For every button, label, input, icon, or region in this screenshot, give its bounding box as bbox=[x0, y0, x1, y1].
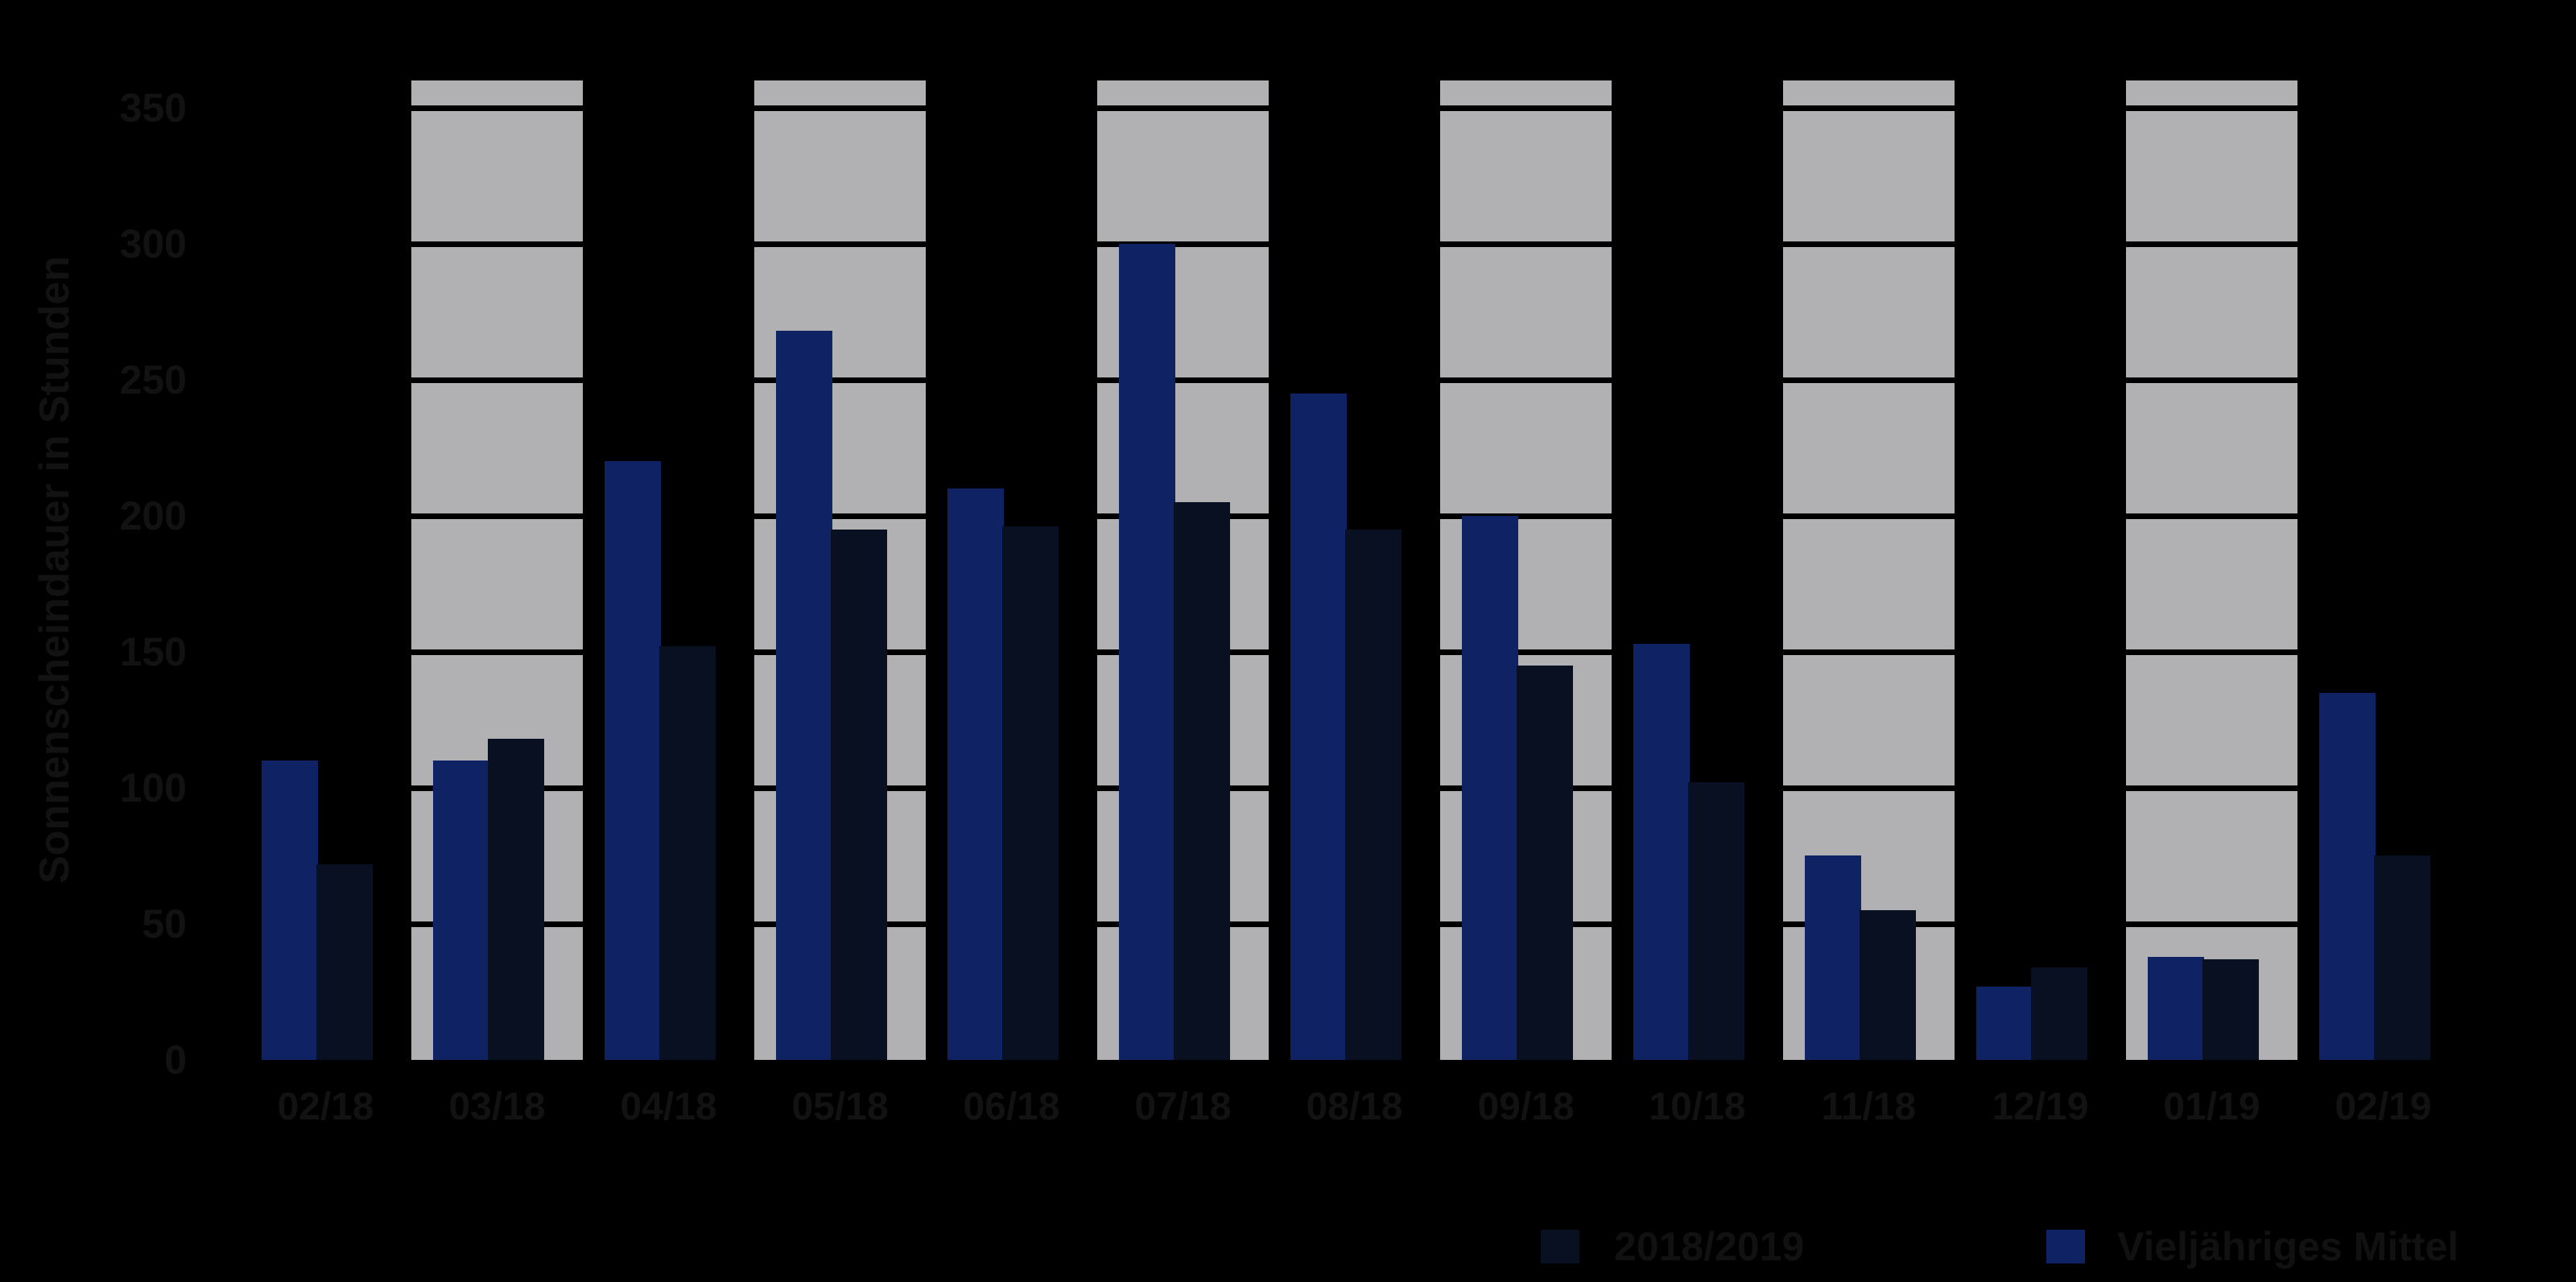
x-tick-label: 02/18 bbox=[277, 1086, 374, 1128]
gridline-segment bbox=[1783, 785, 1955, 791]
bar-left-04/18 bbox=[604, 461, 661, 1060]
gridline-segment bbox=[411, 241, 583, 247]
legend-label-1: 2018/2019 bbox=[1614, 1224, 1805, 1269]
gridline-segment bbox=[2126, 513, 2297, 519]
gridline-segment bbox=[411, 649, 583, 655]
gridline-segment bbox=[754, 377, 926, 383]
gridline-segment bbox=[1783, 105, 1955, 111]
x-tick-label: 08/18 bbox=[1306, 1086, 1403, 1128]
x-tick-label: 11/18 bbox=[1821, 1086, 1917, 1128]
y-tick-label: 100 bbox=[119, 765, 187, 810]
gridline-segment bbox=[1097, 241, 1269, 247]
bar-left-07/18 bbox=[1118, 244, 1175, 1060]
x-tick-label: 03/18 bbox=[448, 1086, 546, 1128]
y-tick-label: 200 bbox=[119, 493, 187, 538]
bar-right-12/19 bbox=[2030, 967, 2087, 1060]
x-tick-label: 07/18 bbox=[1134, 1086, 1232, 1128]
gridline-segment bbox=[1440, 513, 1612, 519]
x-tick-label: 12/19 bbox=[1992, 1086, 2089, 1128]
gridline-segment bbox=[411, 105, 583, 111]
gridline-segment bbox=[1097, 105, 1269, 111]
bar-right-06/18 bbox=[1001, 526, 1059, 1060]
bar-left-02/18 bbox=[261, 761, 318, 1060]
gridline-segment bbox=[1097, 377, 1269, 383]
y-tick-label: 300 bbox=[119, 221, 187, 266]
bar-right-08/18 bbox=[1344, 530, 1402, 1060]
legend-swatch-2 bbox=[2046, 1230, 2085, 1263]
gridline-segment bbox=[754, 513, 926, 519]
x-tick-label: 01/19 bbox=[2163, 1086, 2260, 1128]
gridline-segment bbox=[1440, 241, 1612, 247]
bar-left-11/18 bbox=[1804, 855, 1861, 1060]
bar-right-05/18 bbox=[830, 530, 887, 1060]
bar-right-02/18 bbox=[316, 864, 373, 1060]
legend-swatch-1 bbox=[1541, 1230, 1579, 1263]
gridline-segment bbox=[2126, 921, 2297, 927]
gridline-segment bbox=[1783, 649, 1955, 655]
x-tick-label: 02/19 bbox=[2334, 1086, 2432, 1128]
gray-stripe bbox=[2126, 80, 2297, 1060]
y-tick-label: 50 bbox=[142, 901, 187, 946]
bar-right-01/19 bbox=[2202, 959, 2259, 1060]
x-tick-label: 06/18 bbox=[963, 1086, 1060, 1128]
gridline-segment bbox=[1440, 649, 1612, 655]
bar-right-03/18 bbox=[487, 739, 544, 1060]
legend: 2018/2019 Vieljähriges Mittel bbox=[0, 1220, 2576, 1276]
bar-right-04/18 bbox=[658, 646, 716, 1060]
gridline-segment bbox=[411, 377, 583, 383]
bar-left-10/18 bbox=[1633, 644, 1690, 1060]
y-tick-label: 150 bbox=[119, 629, 187, 674]
y-tick-label: 0 bbox=[164, 1037, 187, 1082]
bar-right-11/18 bbox=[1859, 910, 1916, 1060]
bar-left-03/18 bbox=[432, 761, 489, 1060]
gridline-segment bbox=[2126, 105, 2297, 111]
bar-left-12/19 bbox=[1975, 987, 2033, 1060]
gridline-segment bbox=[2126, 785, 2297, 791]
bar-left-02/19 bbox=[2318, 693, 2376, 1060]
legend-label-2: Vieljähriges Mittel bbox=[2117, 1224, 2459, 1269]
gridline-segment bbox=[1783, 513, 1955, 519]
bar-left-09/18 bbox=[1461, 516, 1518, 1060]
gridline-segment bbox=[2126, 241, 2297, 247]
bar-left-05/18 bbox=[775, 331, 832, 1060]
bar-right-09/18 bbox=[1516, 666, 1573, 1060]
bar-right-10/18 bbox=[1687, 782, 1744, 1060]
gridline-segment bbox=[411, 513, 583, 519]
gridline-segment bbox=[2126, 377, 2297, 383]
gridline-segment bbox=[754, 241, 926, 247]
x-tick-label: 05/18 bbox=[791, 1086, 889, 1128]
x-tick-label: 10/18 bbox=[1649, 1086, 1746, 1128]
y-tick-label: 350 bbox=[119, 85, 187, 130]
bar-left-01/19 bbox=[2147, 957, 2204, 1060]
bar-left-06/18 bbox=[947, 488, 1004, 1060]
bar-right-02/19 bbox=[2373, 855, 2430, 1060]
x-tick-label: 04/18 bbox=[620, 1086, 717, 1128]
gridline-segment bbox=[754, 105, 926, 111]
bar-right-07/18 bbox=[1173, 502, 1230, 1060]
bar-left-08/18 bbox=[1290, 394, 1347, 1060]
gridline-segment bbox=[1440, 105, 1612, 111]
gridline-segment bbox=[2126, 649, 2297, 655]
gridline-segment bbox=[1783, 241, 1955, 247]
gridline-segment bbox=[1783, 377, 1955, 383]
gridline-segment bbox=[1440, 377, 1612, 383]
x-tick-label: 09/18 bbox=[1477, 1086, 1575, 1128]
y-tick-label: 250 bbox=[119, 357, 187, 402]
